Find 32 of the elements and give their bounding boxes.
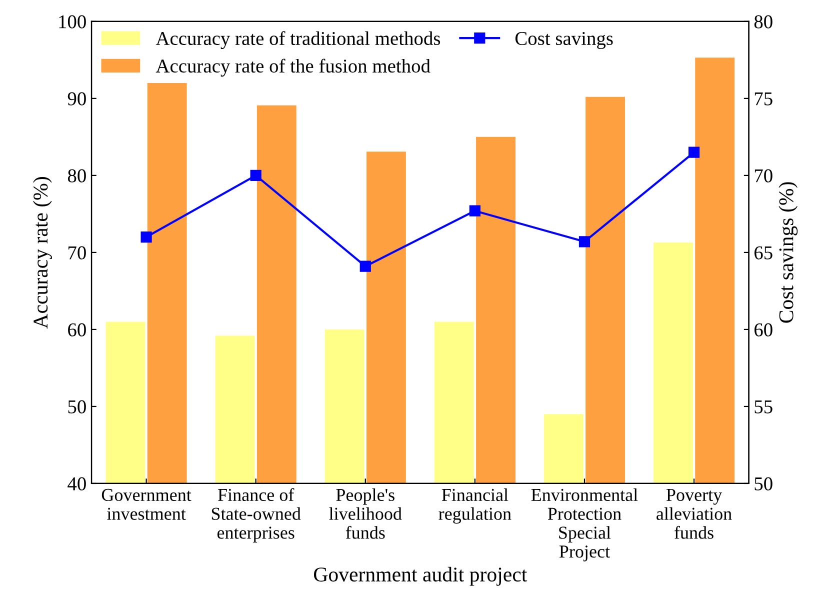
y-tick-label: 60 [68, 323, 86, 336]
point [469, 205, 480, 216]
y2-tick-label: 65 [754, 246, 772, 260]
x-tick-label: Government investment [102, 488, 192, 520]
legend-label: Cost savings [515, 32, 613, 50]
y2-tick-label: 75 [754, 92, 772, 106]
y-tick-label: 40 [68, 477, 86, 490]
y2-tick-label: 50 [754, 477, 772, 490]
x-tick-label: Finance of State-owned enterprises [212, 488, 301, 542]
point [688, 146, 700, 158]
x-axis-title: Government audit project [314, 566, 528, 586]
y-tick-label: 90 [68, 92, 86, 106]
y2-tick-label: 55 [754, 400, 772, 414]
x-tick-label: Poverty alleviation funds [656, 488, 732, 539]
point [250, 170, 262, 181]
point [140, 231, 152, 243]
y-axis-title: Accuracy rate (%) [32, 177, 52, 329]
y-tick-label: 70 [68, 246, 86, 260]
y2-tick-label: 60 [754, 323, 772, 336]
point [360, 260, 371, 272]
legend-label: Accuracy rate of the fusion method [156, 58, 430, 77]
x-tick-label: People's livelihood funds [329, 488, 402, 539]
y-tick-label: 100 [59, 15, 86, 28]
y2-axis-title: Cost savings (%) [778, 182, 798, 323]
x-tick-label: Environmental Protection Special Project [531, 488, 638, 562]
y2-tick-label: 80 [754, 15, 772, 28]
y2-tick-label: 70 [754, 169, 772, 182]
y-tick-label: 80 [68, 169, 86, 182]
y-tick-label: 50 [68, 400, 86, 414]
legend-label: Accuracy rate of traditional methods [156, 31, 440, 50]
point [578, 236, 590, 248]
x-tick-label: Financial regulation [438, 488, 512, 524]
